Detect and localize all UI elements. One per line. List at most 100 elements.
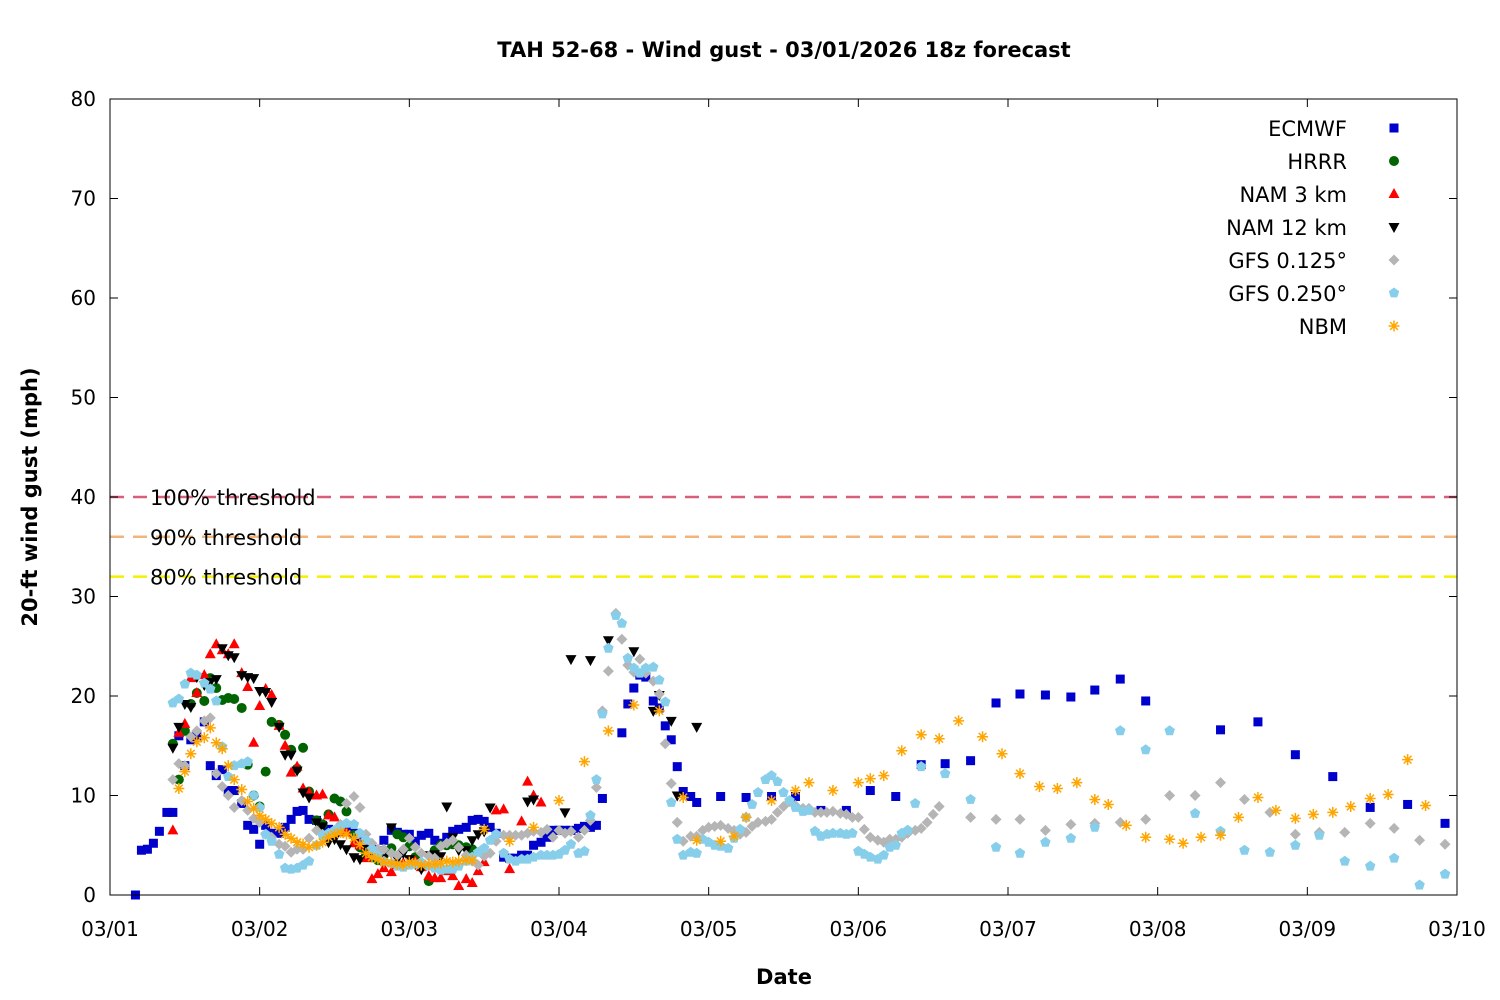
point-0 <box>1115 674 1125 684</box>
point-0 <box>136 845 146 855</box>
point-6 <box>185 748 197 760</box>
legend-label-1: HRRR <box>1287 150 1347 174</box>
point-0 <box>790 791 800 801</box>
point-5 <box>865 851 876 862</box>
legend-label-4: GFS 0.125° <box>1228 249 1347 273</box>
point-4 <box>852 811 864 823</box>
point-4 <box>1414 834 1426 846</box>
point-6 <box>216 743 228 755</box>
point-6 <box>317 836 329 848</box>
point-6 <box>953 715 965 727</box>
point-2 <box>323 809 335 820</box>
point-4 <box>1439 838 1451 850</box>
point-5 <box>242 756 253 767</box>
point-6 <box>977 731 989 743</box>
point-2 <box>498 803 510 814</box>
point-3 <box>522 797 534 808</box>
data-points <box>130 607 1451 900</box>
point-4 <box>279 840 291 852</box>
point-5 <box>803 804 815 815</box>
point-0 <box>1365 802 1375 812</box>
point-4 <box>391 849 403 861</box>
point-6 <box>279 828 291 840</box>
legend-marker-6 <box>1388 320 1400 332</box>
point-5 <box>616 617 628 628</box>
threshold-label-0: 100% threshold <box>150 486 316 510</box>
point-5 <box>666 797 677 807</box>
x-tick-label: 03/02 <box>231 917 289 941</box>
point-6 <box>740 811 752 823</box>
point-0 <box>660 721 670 731</box>
point-5 <box>1290 839 1301 850</box>
point-4 <box>1140 813 1152 825</box>
point-2 <box>167 824 179 835</box>
point-6 <box>1364 792 1376 804</box>
point-5 <box>622 652 634 663</box>
point-2 <box>254 699 266 710</box>
point-3 <box>340 845 352 856</box>
point-1 <box>341 806 352 817</box>
point-3 <box>248 674 260 685</box>
point-4 <box>927 808 939 820</box>
point-4 <box>378 843 390 855</box>
point-6 <box>1382 789 1394 801</box>
point-6 <box>303 841 315 853</box>
point-3 <box>317 822 329 833</box>
point-4 <box>1289 828 1301 840</box>
point-6 <box>628 699 640 711</box>
point-6 <box>578 756 590 768</box>
point-0 <box>629 683 639 693</box>
point-6 <box>460 854 472 866</box>
point-6 <box>1177 837 1189 849</box>
point-5 <box>303 855 315 866</box>
point-5 <box>910 798 921 808</box>
point-5 <box>1365 860 1376 871</box>
point-6 <box>852 777 864 789</box>
point-0 <box>1440 818 1450 828</box>
point-6 <box>329 828 340 840</box>
point-0 <box>1253 717 1263 727</box>
point-6 <box>864 773 876 785</box>
point-5 <box>1164 725 1175 736</box>
point-0 <box>891 791 901 801</box>
point-1 <box>199 695 210 706</box>
x-axis-title: Date <box>756 965 812 989</box>
point-0 <box>692 797 702 807</box>
point-0 <box>741 792 751 802</box>
point-6 <box>191 736 203 748</box>
point-4 <box>167 774 179 786</box>
threshold-lines: 100% threshold 90% threshold 80% threshold <box>110 486 1457 590</box>
point-0 <box>479 816 489 826</box>
point-2 <box>435 872 447 883</box>
point-5 <box>1189 807 1201 818</box>
point-5 <box>1388 852 1400 863</box>
point-4 <box>915 822 927 834</box>
point-0 <box>686 791 696 801</box>
point-0 <box>672 762 682 772</box>
point-2 <box>366 873 378 884</box>
point-2 <box>198 669 210 680</box>
point-0 <box>1403 799 1413 809</box>
point-2 <box>466 877 478 888</box>
point-6 <box>1014 768 1026 780</box>
point-0 <box>379 835 389 845</box>
point-6 <box>254 809 266 821</box>
point-2 <box>453 880 465 891</box>
point-5 <box>179 678 191 689</box>
point-6 <box>602 725 614 737</box>
point-6 <box>677 791 689 803</box>
point-4 <box>1264 806 1276 818</box>
point-5 <box>273 848 285 859</box>
point-5 <box>847 827 858 838</box>
point-0 <box>573 823 583 833</box>
y-tick-label: 20 <box>71 684 96 708</box>
point-4 <box>1364 817 1376 829</box>
point-6 <box>478 823 490 835</box>
point-5 <box>1065 832 1077 843</box>
point-0 <box>205 761 215 771</box>
point-2 <box>279 739 291 750</box>
point-4 <box>671 816 683 828</box>
point-4 <box>1189 790 1201 801</box>
point-0 <box>548 825 558 835</box>
point-0 <box>617 728 627 738</box>
